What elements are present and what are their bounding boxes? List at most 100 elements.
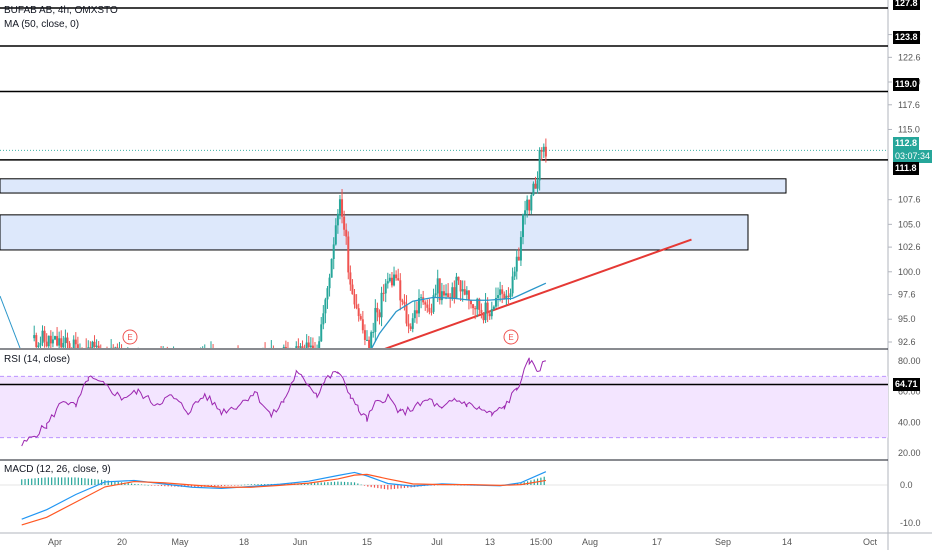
macd-histogram-bar xyxy=(250,484,252,485)
candle-body xyxy=(411,318,414,329)
candle-body xyxy=(66,337,69,344)
ma-legend[interactable]: MA (50, close, 0) xyxy=(4,19,80,30)
candle-body xyxy=(60,338,63,348)
trendline xyxy=(384,238,692,348)
candle-body xyxy=(509,293,512,297)
rsi-legend[interactable]: RSI (14, close) xyxy=(4,354,71,365)
candle-body xyxy=(39,343,42,346)
time-axis-label: Jul xyxy=(431,537,443,547)
macd-histogram-bar xyxy=(393,485,396,489)
macd-histogram-bar xyxy=(164,485,166,487)
macd-histogram-bar xyxy=(154,485,156,486)
candle-body xyxy=(35,335,38,347)
macd-histogram-bar xyxy=(327,482,329,485)
time-axis-label: Aug xyxy=(582,537,598,547)
candle-body xyxy=(488,313,491,317)
candle-body xyxy=(405,303,408,324)
candle-body xyxy=(424,302,427,305)
candle-body xyxy=(359,316,362,320)
candle-body xyxy=(341,199,344,217)
candle-body xyxy=(451,287,454,298)
candle-body xyxy=(95,345,98,347)
candle-body xyxy=(112,347,115,348)
ma50-line xyxy=(371,282,547,348)
rsi-tick-label: 20.00 xyxy=(898,448,921,458)
time-axis-label: 15:00 xyxy=(530,537,553,547)
macd-histogram-bar xyxy=(107,480,109,485)
macd-histogram-bar xyxy=(310,482,312,485)
macd-histogram-bar xyxy=(74,477,76,485)
price-tick-label: 107.6 xyxy=(898,195,921,205)
candle-body xyxy=(499,289,502,296)
time-axis-label: May xyxy=(171,537,189,547)
price-tag-119: 119.0 xyxy=(893,78,920,91)
candle-body xyxy=(399,280,402,301)
candle-body xyxy=(418,298,420,314)
candle-body xyxy=(305,342,308,348)
macd-histogram-bar xyxy=(77,477,79,485)
rsi-tick-label: 60.00 xyxy=(898,387,921,397)
macd-histogram-bar xyxy=(377,485,379,489)
candle-body xyxy=(62,342,65,348)
candle-body xyxy=(297,346,300,348)
candle-body xyxy=(91,341,94,348)
candle-body xyxy=(374,307,377,332)
earnings-marker xyxy=(503,329,519,345)
macd-histogram-bar xyxy=(100,479,103,485)
symbol-legend[interactable]: BUFAB AB, 4h, OMXSTO xyxy=(4,5,118,16)
candle-body xyxy=(390,277,393,286)
candle-body xyxy=(74,339,77,345)
candle-body xyxy=(47,335,50,347)
candle-body xyxy=(415,310,418,314)
macd-histogram-bar xyxy=(84,478,86,485)
candle-body xyxy=(395,274,398,279)
candle-body xyxy=(480,309,483,313)
time-axis-label: 15 xyxy=(362,537,372,547)
candle-body xyxy=(334,225,337,245)
candle-body xyxy=(519,237,522,261)
macd-histogram-bar xyxy=(170,485,173,487)
candle-body xyxy=(51,339,54,344)
candle-body xyxy=(432,295,435,312)
candle-body xyxy=(517,256,520,261)
candle-body xyxy=(461,289,464,292)
candle-body xyxy=(33,335,36,339)
candle-body xyxy=(76,344,79,348)
supply-zone xyxy=(0,178,787,194)
candle-body xyxy=(307,342,310,348)
macd-histogram-bar xyxy=(347,482,349,485)
macd-histogram-bar xyxy=(333,481,336,485)
candle-body xyxy=(492,306,495,310)
macd-histogram-bar xyxy=(370,485,372,488)
candle-body xyxy=(503,293,506,299)
candle-body xyxy=(114,347,117,348)
earnings-marker-label: E xyxy=(508,333,513,342)
rsi-band xyxy=(0,376,888,438)
macd-legend[interactable]: MACD (12, 26, close, 9) xyxy=(4,464,111,475)
candle-body xyxy=(505,295,508,299)
candle-body xyxy=(384,283,387,294)
price-tick-label: 122.6 xyxy=(898,52,921,62)
macd-histogram-bar xyxy=(350,482,352,485)
candle-body xyxy=(490,309,493,317)
candle-body xyxy=(110,347,113,348)
candle-body xyxy=(355,304,358,309)
earnings-marker xyxy=(122,329,138,345)
macd-histogram-bar xyxy=(157,485,159,486)
macd-histogram-bar xyxy=(114,481,116,485)
candle-body xyxy=(534,183,537,189)
candle-body xyxy=(494,297,497,307)
candle-body xyxy=(372,331,375,333)
candle-body xyxy=(295,346,298,348)
candle-body xyxy=(478,298,481,310)
candle-body xyxy=(453,287,456,299)
rsi-level-tag: 64.71 xyxy=(893,378,920,391)
macd-histogram-bar xyxy=(144,484,146,486)
candle-body xyxy=(64,337,67,343)
macd-histogram-bar xyxy=(27,478,29,485)
candle-body xyxy=(87,347,90,348)
candle-body xyxy=(397,278,400,281)
candle-body xyxy=(338,199,341,214)
